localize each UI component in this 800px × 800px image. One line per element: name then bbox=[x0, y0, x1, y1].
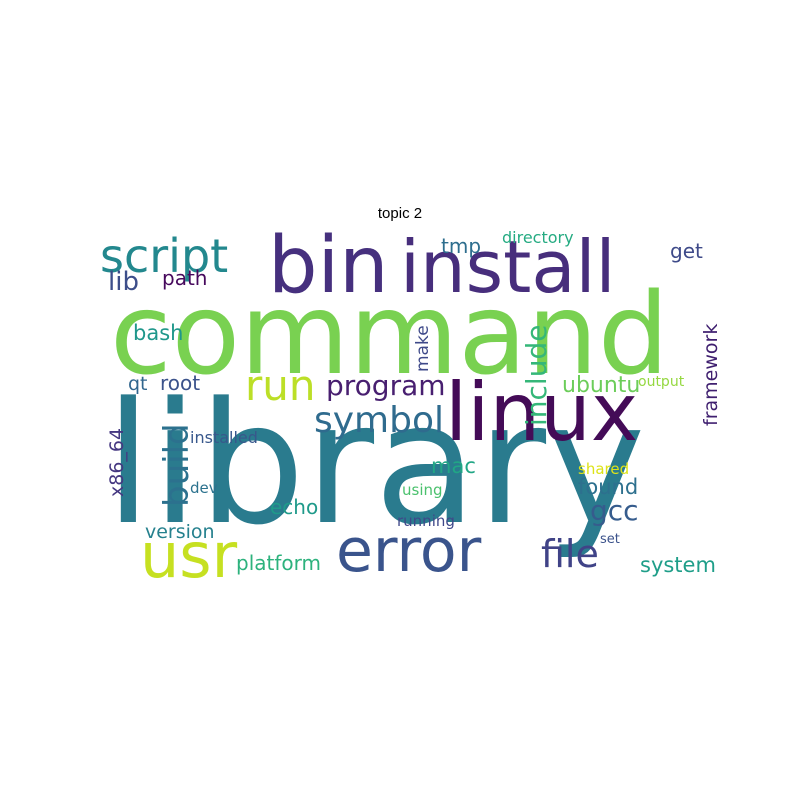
word-build: build bbox=[157, 423, 197, 507]
word-file: file bbox=[541, 532, 599, 576]
word-tmp: tmp bbox=[441, 234, 481, 258]
word-script: script bbox=[100, 229, 228, 283]
word-root: root bbox=[160, 371, 200, 395]
word-bash: bash bbox=[133, 321, 183, 345]
word-program: program bbox=[326, 369, 446, 402]
word-error: error bbox=[336, 516, 482, 586]
word-bin: bin bbox=[268, 221, 389, 311]
word-include: include bbox=[520, 325, 553, 426]
word-command: command bbox=[110, 270, 669, 400]
word-found: found bbox=[578, 475, 638, 499]
word-echo: echo bbox=[270, 495, 318, 519]
word-using: using bbox=[402, 481, 443, 499]
word-platform: platform bbox=[236, 551, 321, 575]
word-version: version bbox=[145, 521, 215, 543]
word-get: get bbox=[670, 239, 703, 263]
word-output: output bbox=[638, 374, 685, 390]
word-running: running bbox=[397, 512, 455, 530]
word-dev: dev bbox=[190, 479, 218, 497]
word-path: path bbox=[162, 266, 207, 290]
word-gcc: gcc bbox=[590, 494, 639, 527]
word-make: make bbox=[413, 325, 433, 372]
word-shared: shared bbox=[578, 460, 629, 478]
word-linux: linux bbox=[445, 366, 638, 459]
word-library: library bbox=[105, 366, 646, 562]
word-framework: framework bbox=[700, 324, 722, 426]
figure-title: topic 2 bbox=[377, 205, 423, 222]
word-set: set bbox=[600, 532, 620, 547]
word-lib: lib bbox=[108, 267, 139, 297]
word-usr: usr bbox=[140, 519, 238, 592]
word-install: install bbox=[400, 225, 616, 309]
word-mac: mac bbox=[431, 454, 476, 478]
word-ubuntu: ubuntu bbox=[562, 373, 640, 398]
word-system: system bbox=[640, 553, 716, 577]
word-directory: directory bbox=[502, 228, 574, 247]
word-qt: qt bbox=[128, 373, 148, 395]
word-installed: installed bbox=[190, 428, 258, 447]
word-run: run bbox=[245, 361, 316, 410]
word-symbol: symbol bbox=[314, 400, 444, 441]
word-x86-64: x86_64 bbox=[106, 428, 128, 497]
